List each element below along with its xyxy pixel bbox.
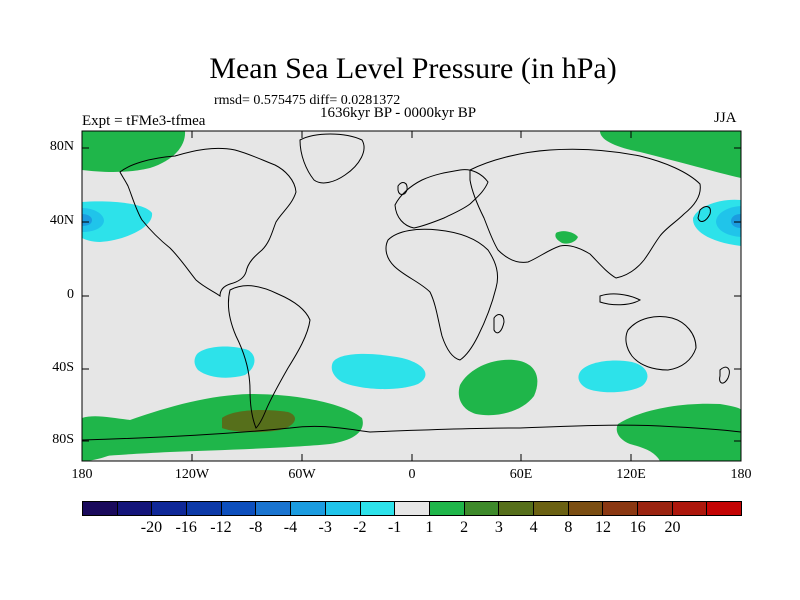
x-tick-label: 60W: [288, 467, 316, 482]
x-tick-label: 120W: [174, 467, 210, 482]
coastline-indonesia: [599, 293, 642, 306]
coastline-madagascar: [493, 314, 505, 334]
y-tick-label: 40N: [49, 213, 74, 228]
coastline-north-america: [119, 147, 297, 298]
x-tick-label: 60E: [509, 467, 533, 482]
negative-region-south-pacific: [194, 346, 255, 378]
colorbar-cell: [533, 502, 569, 515]
colorbar-cell: [499, 502, 534, 515]
colorbar-cell: [603, 502, 638, 515]
colorbar-cell: [395, 502, 430, 515]
map-title: Mean Sea Level Pressure (in hPa): [209, 52, 617, 85]
x-tick-label: 180: [71, 467, 93, 482]
colorbar-cell: [672, 502, 708, 515]
colorbar-label: -3: [318, 519, 332, 536]
colorbar-cell: [568, 502, 604, 515]
experiment-label: Expt = tFMe3-tfmea: [82, 113, 206, 129]
negative-region-pacific-west-core: [82, 208, 104, 232]
coastline-antarctica: [82, 424, 741, 441]
y-tick-label: 80N: [49, 139, 74, 154]
y-tick-label: 0: [67, 287, 74, 302]
coastline-greenland: [299, 133, 365, 184]
colorbar-label: -1: [387, 519, 402, 536]
negative-region-pacific-west-center: [82, 214, 92, 226]
y-tick-label: 40S: [52, 360, 74, 375]
positive-region-south-africa: [458, 359, 538, 416]
negative-region-pacific-east-center: [731, 214, 741, 228]
season-label: JJA: [714, 110, 737, 126]
colorbar-label: -12: [210, 519, 232, 536]
colorbar-label: 4: [529, 519, 538, 536]
colorbar-cell: [152, 502, 188, 515]
colorbar-label: -16: [175, 519, 197, 536]
colorbar-label: 16: [629, 519, 646, 536]
coastline-uk: [397, 182, 408, 195]
colorbar: [82, 501, 742, 516]
colorbar-cell: [707, 502, 742, 515]
positive-region-antarctic-edge: [82, 440, 130, 461]
x-tick-label: 0: [408, 467, 416, 482]
coastline-europe: [394, 169, 489, 229]
colorbar-cell: [638, 502, 673, 515]
colorbar-cell: [291, 502, 326, 515]
colorbar-label: -20: [140, 519, 163, 536]
coastline-africa: [385, 228, 499, 361]
negative-region-pacific-east-core: [716, 206, 741, 237]
anomaly-regions: [82, 131, 741, 461]
colorbar-label: -4: [283, 519, 298, 536]
colorbar-cell: [429, 502, 465, 515]
colorbar-label: -8: [249, 519, 263, 536]
colorbar-cell: [83, 502, 118, 515]
colorbar-label: 1: [425, 519, 434, 536]
positive-region-antarctic-core: [222, 410, 295, 433]
coastlines: [82, 133, 741, 441]
colorbar-cell: [117, 502, 153, 515]
negative-region-pacific-west: [82, 201, 153, 242]
colorbar-label: 8: [564, 519, 573, 536]
positive-region-antarctic-east: [616, 403, 741, 461]
colorbar-label: 2: [460, 519, 469, 536]
stats-label: rmsd= 0.575475 diff= 0.0281372: [214, 93, 401, 108]
coastline-asia: [469, 148, 701, 279]
colorbar-cell: [221, 502, 257, 515]
y-tick-label: 80S: [52, 432, 74, 447]
coastline-australia: [625, 316, 697, 371]
colorbar-label: 3: [494, 519, 503, 536]
negative-region-south-atlantic: [331, 353, 426, 390]
x-tick-label: 180: [730, 467, 752, 482]
colorbar-cell: [256, 502, 292, 515]
colorbar-label: 20: [664, 519, 681, 536]
colorbar-label: -2: [353, 519, 367, 536]
negative-region-indian-ocean: [578, 360, 648, 393]
colorbar-cell: [187, 502, 222, 515]
colorbar-label: 12: [595, 519, 612, 536]
coastline-japan: [697, 206, 711, 222]
colorbar-cell: [325, 502, 361, 515]
x-tick-label: 120E: [616, 467, 646, 482]
colorbar-cell: [360, 502, 396, 515]
coastline-south-america: [227, 285, 311, 429]
period-label: 1636kyr BP - 0000kyr BP: [320, 105, 477, 121]
positive-region-arctic-east: [600, 131, 741, 178]
positive-region-asia: [555, 231, 578, 244]
colorbar-cell: [464, 502, 500, 515]
positive-region-arctic-west: [82, 131, 186, 172]
coastline-new-zealand: [719, 366, 730, 384]
axis-ticks: [81, 131, 742, 461]
